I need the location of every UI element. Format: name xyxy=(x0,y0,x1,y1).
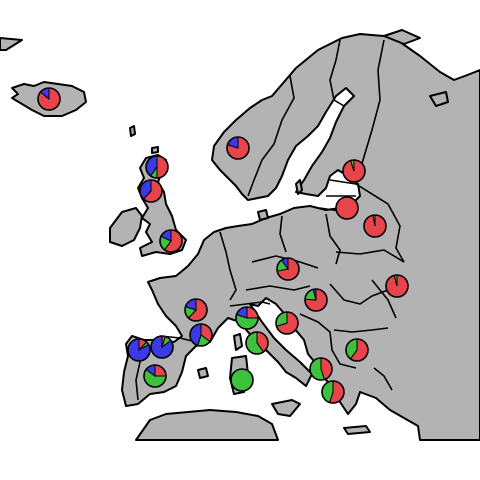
kola-inlet xyxy=(429,91,449,107)
pie-bulgaria xyxy=(345,338,369,362)
mallorca xyxy=(197,367,209,379)
border-poland-east xyxy=(325,213,341,265)
pie-outline xyxy=(304,288,328,312)
pie-greece-south xyxy=(321,380,345,404)
orkney xyxy=(151,146,159,154)
pie-spain-north xyxy=(150,335,174,359)
pie-outline xyxy=(184,298,208,322)
border-sweden-finland xyxy=(329,39,345,107)
pie-outline xyxy=(139,179,163,203)
pie-italy xyxy=(245,331,269,355)
crete xyxy=(343,425,371,435)
pie-outline xyxy=(230,368,254,392)
pie-outline xyxy=(159,229,183,253)
pie-outline xyxy=(150,335,174,359)
pie-outline xyxy=(235,306,259,330)
pie-england xyxy=(159,229,183,253)
pie-outline xyxy=(145,155,169,179)
border-belarus-ukraine xyxy=(335,249,405,263)
border-norway-sweden xyxy=(247,75,295,197)
pie-norway xyxy=(226,136,250,160)
pie-alps xyxy=(235,306,259,330)
pie-sardinia xyxy=(230,368,254,392)
border-finland-russia xyxy=(359,39,385,171)
pie-hungary xyxy=(304,288,328,312)
greenland-tip xyxy=(0,37,23,51)
border-ukraine-moldova xyxy=(371,279,397,319)
pie-estonia xyxy=(335,196,359,220)
pie-france-west xyxy=(184,298,208,322)
border-romania-bulgaria xyxy=(333,327,389,333)
sicily xyxy=(271,399,301,417)
border-hungary-romania xyxy=(329,283,389,305)
pie-outline xyxy=(345,338,369,362)
pie-outline xyxy=(335,196,359,220)
country-borders xyxy=(135,39,405,401)
pie-outline xyxy=(275,311,299,335)
pie-outline xyxy=(37,87,61,111)
pie-poland-south xyxy=(276,257,300,281)
corsica xyxy=(233,333,243,351)
pie-outline xyxy=(363,214,387,238)
shetland xyxy=(129,125,136,137)
pie-finland xyxy=(342,159,366,183)
pie-outline xyxy=(321,380,345,404)
pie-outline xyxy=(245,331,269,355)
pie-outline xyxy=(342,159,366,183)
pie-france-south xyxy=(189,323,213,347)
pie-outline xyxy=(385,274,409,298)
pie-outline xyxy=(309,357,333,381)
border-germany-poland xyxy=(279,215,287,253)
pie-belarus xyxy=(363,214,387,238)
border-france-germany xyxy=(219,231,237,301)
border-balkans xyxy=(299,313,357,369)
north-africa xyxy=(135,409,279,441)
pie-portugal xyxy=(127,338,151,362)
ireland xyxy=(109,207,143,247)
pie-outline xyxy=(189,323,213,347)
pie-outline xyxy=(276,257,300,281)
gotland xyxy=(295,179,303,195)
pie-scotland-south xyxy=(139,179,163,203)
pie-scotland-north xyxy=(145,155,169,179)
pie-spain-south xyxy=(143,364,167,388)
border-turkey xyxy=(373,367,393,391)
pie-iceland xyxy=(37,87,61,111)
arctic-islands xyxy=(383,29,421,45)
border-italy-north xyxy=(229,301,271,307)
zealand xyxy=(257,209,269,221)
pie-outline xyxy=(143,364,167,388)
pie-croatia xyxy=(275,311,299,335)
pie-outline xyxy=(226,136,250,160)
pie-outline xyxy=(127,338,151,362)
pie-greece-north xyxy=(309,357,333,381)
border-austria xyxy=(245,285,311,291)
pie-ukraine xyxy=(385,274,409,298)
pie-sites xyxy=(37,87,409,404)
border-russia-belarus xyxy=(355,183,405,263)
